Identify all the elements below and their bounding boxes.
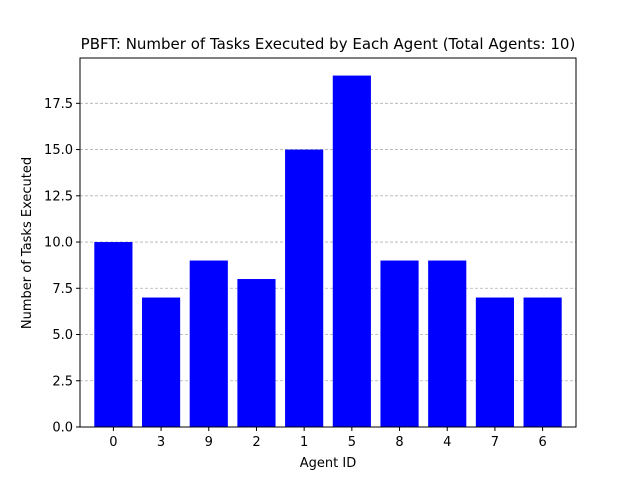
bars xyxy=(94,75,562,428)
y-axis-ticks: 0.0 2.5 5.0 7.5 10.0 12.5 15.0 17.5 xyxy=(44,97,80,436)
y-tick-label: 2.5 xyxy=(52,374,73,389)
bar-agent-6 xyxy=(523,297,562,427)
y-tick-label: 12.5 xyxy=(44,189,73,204)
x-tick-label: 2 xyxy=(252,435,260,450)
chart-title: PBFT: Number of Tasks Executed by Each A… xyxy=(81,35,576,53)
bar-agent-9 xyxy=(189,260,228,427)
bar-agent-8 xyxy=(380,260,419,427)
y-axis-label: Number of Tasks Executed xyxy=(20,157,35,329)
x-tick-label: 3 xyxy=(157,435,165,450)
y-tick-label: 17.5 xyxy=(44,97,73,112)
bar-agent-1 xyxy=(285,149,324,427)
y-tick-label: 0.0 xyxy=(52,421,73,436)
bar-agent-0 xyxy=(94,242,133,427)
y-tick-label: 5.0 xyxy=(52,328,73,343)
x-tick-label: 6 xyxy=(538,435,546,450)
x-tick-label: 1 xyxy=(300,435,308,450)
bar-agent-7 xyxy=(475,297,514,427)
bar-agent-2 xyxy=(237,279,276,427)
y-tick-label: 7.5 xyxy=(52,282,73,297)
x-tick-label: 4 xyxy=(443,435,451,450)
y-tick-label: 10.0 xyxy=(44,236,73,251)
bar-agent-4 xyxy=(428,260,467,427)
bar-agent-3 xyxy=(142,297,181,427)
y-tick-label: 15.0 xyxy=(44,143,73,158)
bar-agent-5 xyxy=(332,75,371,428)
x-tick-label: 8 xyxy=(395,435,403,450)
x-tick-label: 5 xyxy=(348,435,356,450)
x-axis-label: Agent ID xyxy=(300,456,356,471)
x-axis-ticks: 0 3 9 2 1 5 8 4 7 6 xyxy=(109,427,547,450)
x-tick-label: 9 xyxy=(205,435,213,450)
x-tick-label: 7 xyxy=(491,435,499,450)
x-tick-label: 0 xyxy=(109,435,117,450)
